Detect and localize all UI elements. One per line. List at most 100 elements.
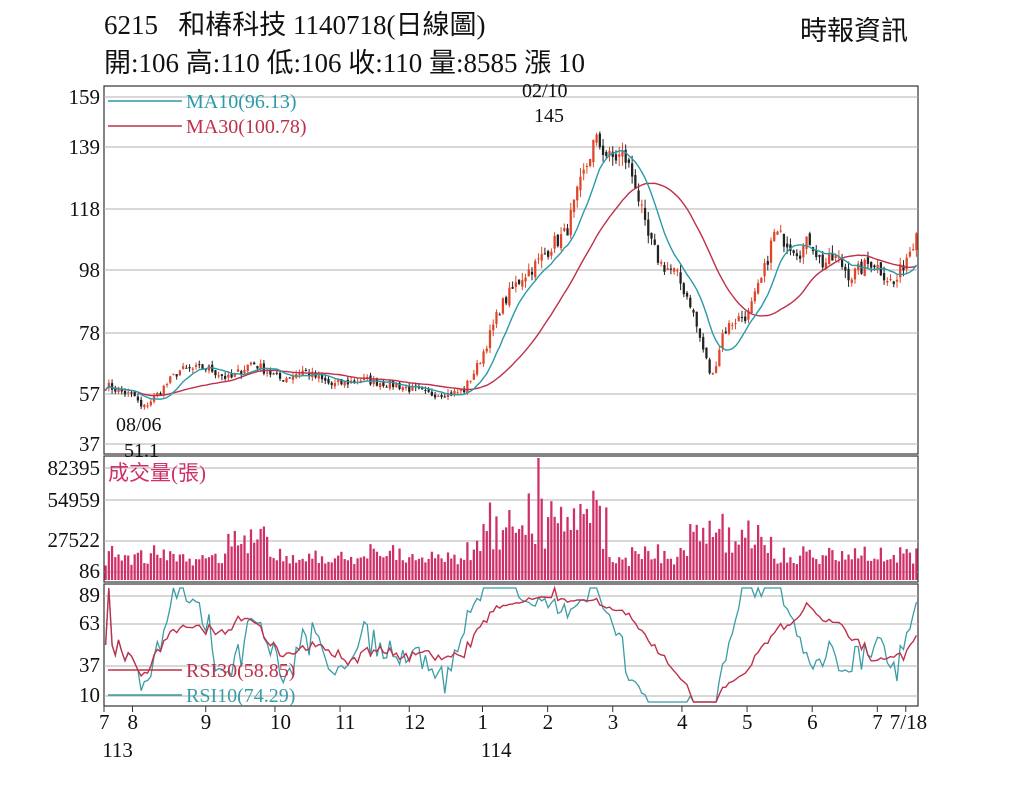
candle-body <box>756 283 760 294</box>
candle-body <box>369 375 372 385</box>
candle-body <box>136 396 140 401</box>
volume-bar <box>773 558 776 580</box>
candle-body <box>776 231 779 235</box>
volume-bar <box>269 556 272 580</box>
volume-bar <box>110 545 114 580</box>
candle-body <box>656 245 660 263</box>
volume-bar <box>295 562 298 580</box>
volume-bar <box>211 555 214 580</box>
volume-bar <box>899 547 902 580</box>
candle-body <box>469 380 472 382</box>
candle-body <box>278 372 282 379</box>
candle-body <box>689 297 692 308</box>
candle-body <box>769 240 773 263</box>
candle-body <box>162 385 165 395</box>
volume-bar <box>172 553 175 580</box>
candle-body <box>233 373 236 377</box>
x-axis-month-label: 9 <box>200 710 212 734</box>
x-axis-year-label: 113 <box>102 738 133 762</box>
high-value-annotation: 145 <box>534 105 564 127</box>
candle-body <box>320 374 324 380</box>
ma30-line <box>105 182 917 397</box>
candle-body <box>249 362 253 365</box>
volume-bar <box>905 548 908 580</box>
volume-bar <box>162 549 165 580</box>
candle-body <box>705 347 708 359</box>
candle-body <box>550 251 553 256</box>
candle-body <box>424 389 427 391</box>
volume-bar <box>446 552 450 580</box>
candle-body <box>912 249 915 251</box>
candle-body <box>543 253 547 255</box>
candle-body <box>734 323 737 325</box>
volume-bar <box>828 547 831 580</box>
volume-bar <box>592 490 595 580</box>
x-axis-year-label: 114 <box>480 738 512 762</box>
volume-bar <box>207 557 211 580</box>
volume-bar <box>886 559 889 580</box>
volume-bar <box>750 548 753 580</box>
candle-body <box>660 261 663 264</box>
volume-bar <box>475 540 479 580</box>
volume-bar <box>643 546 647 580</box>
volume-bar <box>692 531 695 580</box>
candle-body <box>307 372 311 377</box>
candle-body <box>188 367 191 369</box>
volume-bar <box>695 524 698 580</box>
volume-bar <box>847 554 850 580</box>
volume-bar <box>453 554 456 580</box>
candle-body <box>359 380 362 383</box>
x-axis-month-label: 8 <box>127 710 138 734</box>
candle-body <box>559 234 563 249</box>
volume-bar <box>233 530 236 580</box>
volume-bar <box>230 546 233 580</box>
candle-body <box>527 269 530 277</box>
candle-body <box>511 286 514 289</box>
volume-bar <box>217 562 220 580</box>
candle-body <box>618 154 621 157</box>
candle-body <box>844 266 847 271</box>
volume-bar <box>214 553 217 580</box>
source-label: 時報資訊 <box>800 16 908 46</box>
volume-bar <box>685 555 689 580</box>
volume-tick-label: 86 <box>79 559 100 583</box>
candle-body <box>857 263 860 271</box>
candle-body <box>417 387 421 389</box>
candle-body <box>902 265 905 271</box>
stock-code: 6215 <box>104 10 158 40</box>
candle-body <box>288 377 291 379</box>
volume-bar <box>427 558 430 580</box>
candle-body <box>159 393 162 395</box>
low-value-annotation: 51.1 <box>124 440 159 462</box>
candle-body <box>763 263 766 277</box>
candle-body <box>605 152 608 157</box>
candle-body <box>259 363 262 369</box>
candle-body <box>130 392 133 394</box>
volume-bar <box>324 563 327 580</box>
volume-bar <box>647 551 650 580</box>
volume-bar <box>595 500 598 580</box>
volume-bar <box>805 551 808 580</box>
volume-bar <box>782 547 786 580</box>
candle-body <box>220 374 224 376</box>
candle-body <box>282 380 285 382</box>
volume-bar <box>853 548 857 580</box>
candle-body <box>666 268 669 270</box>
candle-body <box>269 370 272 375</box>
candle-body <box>744 316 747 322</box>
volume-bar <box>117 554 120 580</box>
stock-name: 和椿科技 <box>178 10 287 40</box>
candle-body <box>482 351 485 364</box>
volume-bar <box>821 555 824 580</box>
volume-bar <box>792 562 795 580</box>
candle-body <box>640 204 643 206</box>
volume-bar <box>175 561 178 580</box>
volume-bar <box>663 550 666 580</box>
volume-bar <box>818 563 821 580</box>
volume-bar <box>640 559 643 580</box>
volume-bar <box>718 528 721 580</box>
candle-body <box>427 389 430 392</box>
candle-body <box>547 251 550 257</box>
x-axis-month-label: 4 <box>676 710 688 734</box>
rsi-panel-frame <box>103 583 919 707</box>
